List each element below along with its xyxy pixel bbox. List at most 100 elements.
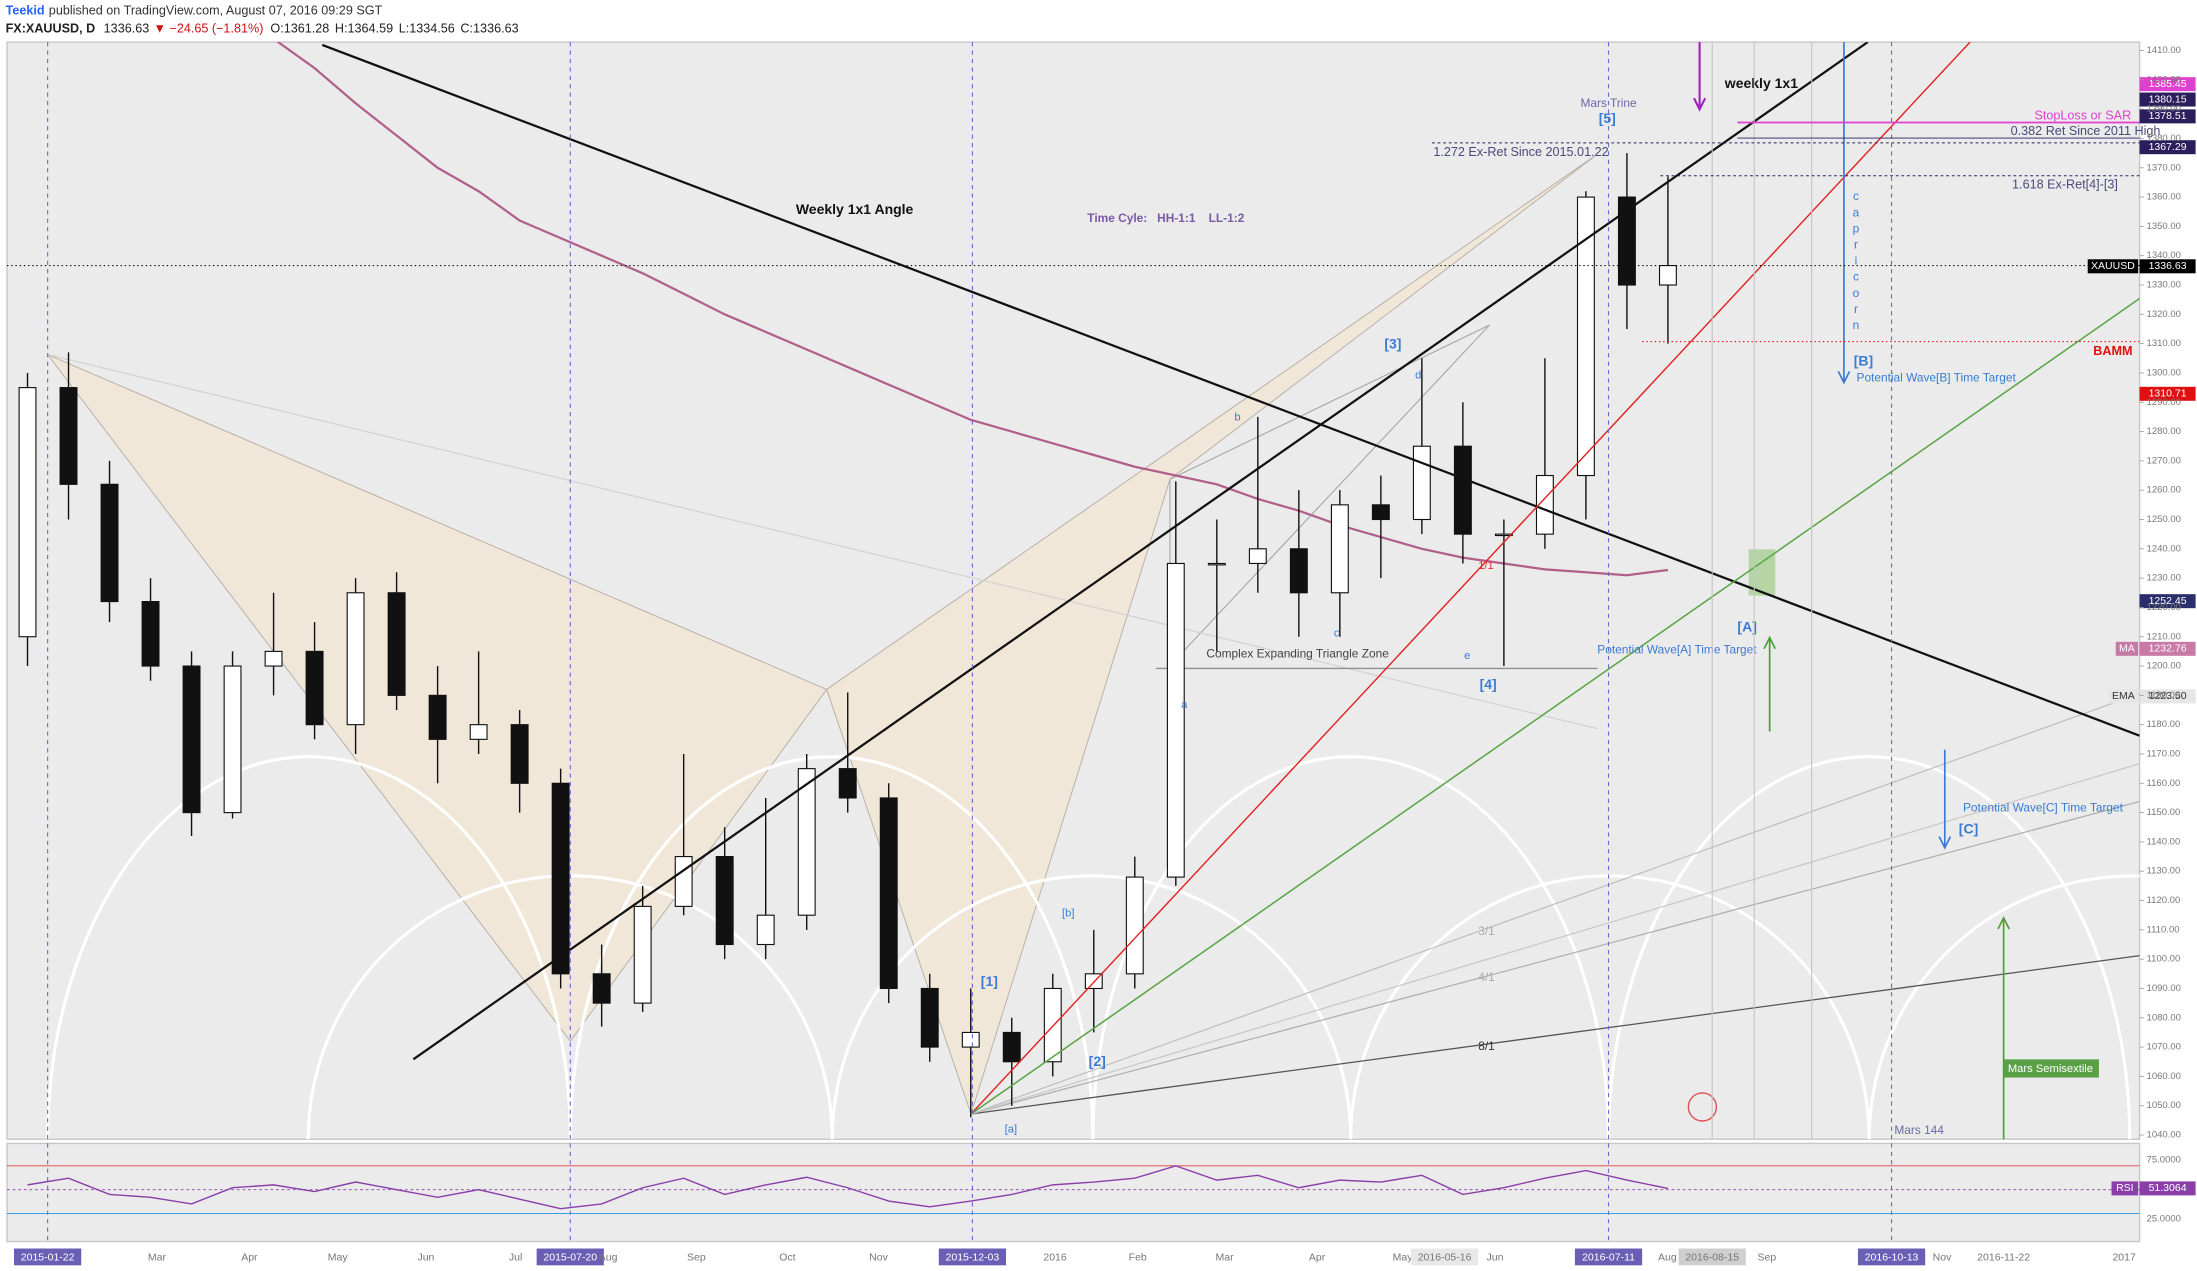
trend-line [970, 42, 1971, 1115]
annotation: weekly 1x1 [1724, 75, 1798, 91]
arrow-head [1997, 915, 2010, 930]
y-tick-label: 1300.00 [2147, 367, 2181, 378]
arrow-head [1837, 371, 1851, 385]
candle-body [1576, 196, 1595, 477]
cycle-arc [1349, 874, 1871, 1140]
y-tick-label: 1320.00 [2147, 309, 2181, 320]
rsi-name-box [2111, 1181, 2139, 1196]
author[interactable]: Teekid [6, 4, 45, 18]
symbol-line: FX:XAUUSD, D 1336.63 ▼ −24.65 (−1.81%) O:13… [6, 22, 519, 36]
price-label: 1380.15 [2149, 93, 2187, 105]
price-label-name-box [2108, 689, 2139, 704]
price-label-box [2139, 386, 2196, 401]
y-tick-label: 1160.00 [2147, 778, 2181, 789]
candle-body [961, 1031, 980, 1048]
annotation: capricorn [1849, 189, 1863, 334]
annotation: [b] [1062, 908, 1074, 920]
annotation: 3/1 [1478, 924, 1495, 938]
annotation: 1.618 Ex-Ret[4]-[3] [2012, 177, 2118, 191]
time-axis [7, 1244, 2140, 1270]
change: ▼ −24.65 (−1.81%) [153, 22, 263, 36]
annotation: Potential Wave[C] Time Target [1963, 801, 2124, 815]
trend-line [970, 297, 2140, 1115]
x-label-box [14, 1248, 82, 1266]
candle-body [633, 905, 652, 1004]
annotation: BAMM [2093, 344, 2132, 358]
annotation: Mars Semisextile [2008, 1063, 2093, 1075]
x-label-box [938, 1248, 1007, 1266]
x-tick-label: Jul [509, 1251, 522, 1263]
x-label-box [1857, 1248, 1926, 1266]
gann-fan-line [970, 800, 2140, 1115]
y-tick-label: 1270.00 [2147, 455, 2181, 466]
y-tick-label: 1130.00 [2147, 866, 2181, 877]
price-label-box [2139, 259, 2196, 274]
y-tick-label: 1060.00 [2147, 1071, 2181, 1082]
x-tick-label: Nov [869, 1251, 888, 1263]
x-tick-label: 2017 [2112, 1251, 2136, 1263]
y-tick-label: 1330.00 [2147, 280, 2181, 291]
candle-body [346, 592, 365, 726]
candle-body [305, 650, 324, 726]
annotation: 0.382 Ret Since 2011 High [2011, 124, 2161, 138]
x-tick-label: Mar [1216, 1251, 1235, 1263]
rsi-value-label: 51.3064 [2149, 1182, 2187, 1194]
price-label-name: XAUUSD [2091, 260, 2135, 272]
annotation: StopLoss or SAR [2034, 109, 2131, 123]
annotation-box [2003, 1059, 2099, 1078]
plot [18, 42, 2140, 1118]
y-tick-label: 1400.00 [2147, 74, 2181, 85]
candle-body [1535, 474, 1554, 535]
y-tick-label: 1230.00 [2147, 573, 2181, 584]
price-label-box [2139, 77, 2196, 92]
candle-body [1043, 987, 1062, 1063]
y-tick-label: 1090.00 [2147, 983, 2181, 994]
candle-body [1002, 1031, 1021, 1063]
y-tick-label: 1280.00 [2147, 426, 2181, 437]
annotation: [3] [1384, 335, 1401, 351]
candle-body [100, 483, 119, 603]
price-label: 1232.76 [2149, 643, 2187, 655]
candle-body [141, 601, 160, 667]
price-label: 1336.63 [2149, 260, 2187, 272]
candle-body [1330, 504, 1349, 594]
x-tick-label: 2016-11-22 [1977, 1251, 2030, 1263]
annotation: 8/1 [1478, 1039, 1495, 1053]
price-label-box [2139, 92, 2196, 107]
arrow-head [1693, 97, 1707, 112]
price-label: 1223.50 [2149, 690, 2187, 702]
price-label: 1367.29 [2149, 141, 2187, 153]
candle-body [756, 914, 775, 946]
annotation: Potential Wave[A] Time Target [1597, 642, 1757, 656]
candle-body [1166, 562, 1185, 878]
x-tick-label: May [1393, 1251, 1414, 1263]
y-tick-label: 1250.00 [2147, 514, 2181, 525]
trend-line [47, 354, 1598, 730]
annotation: 4/1 [1478, 970, 1495, 984]
annotation: Complex Expanding Triangle Zone [1206, 647, 1389, 661]
x-label-box [536, 1248, 604, 1266]
published: published on TradingView.com, August 07,… [49, 4, 383, 18]
x-tick-label: 2016 [1043, 1251, 1067, 1263]
y-tick-label: 1200.00 [2147, 661, 2181, 672]
rsi-label-box [2139, 1181, 2196, 1196]
y-tick-label: 1220.00 [2147, 602, 2181, 613]
event-icon[interactable] [1687, 1092, 1718, 1122]
candle-body [1617, 196, 1636, 286]
y-tick-label: 1290.00 [2147, 397, 2181, 408]
close: C:1336.63 [460, 22, 518, 36]
y-tick-label: 1350.00 [2147, 221, 2181, 232]
annotation: Time Cyle: HH-1:1 LL-1:2 [1087, 211, 1244, 225]
arrow-head [1938, 836, 1952, 850]
price-label-box [2139, 689, 2196, 704]
x-tick-label: Mar [148, 1251, 167, 1263]
x-tick-label: 2016-05-16 [1418, 1251, 1472, 1263]
y-tick-label: 1340.00 [2147, 250, 2181, 261]
y-tick-label: 1110.00 [2147, 924, 2180, 935]
y-tick-label: 1360.00 [2147, 192, 2181, 203]
candle-body [18, 387, 37, 638]
annotation: Mars 144 [1894, 1123, 1944, 1137]
annotation: d [1415, 370, 1421, 382]
